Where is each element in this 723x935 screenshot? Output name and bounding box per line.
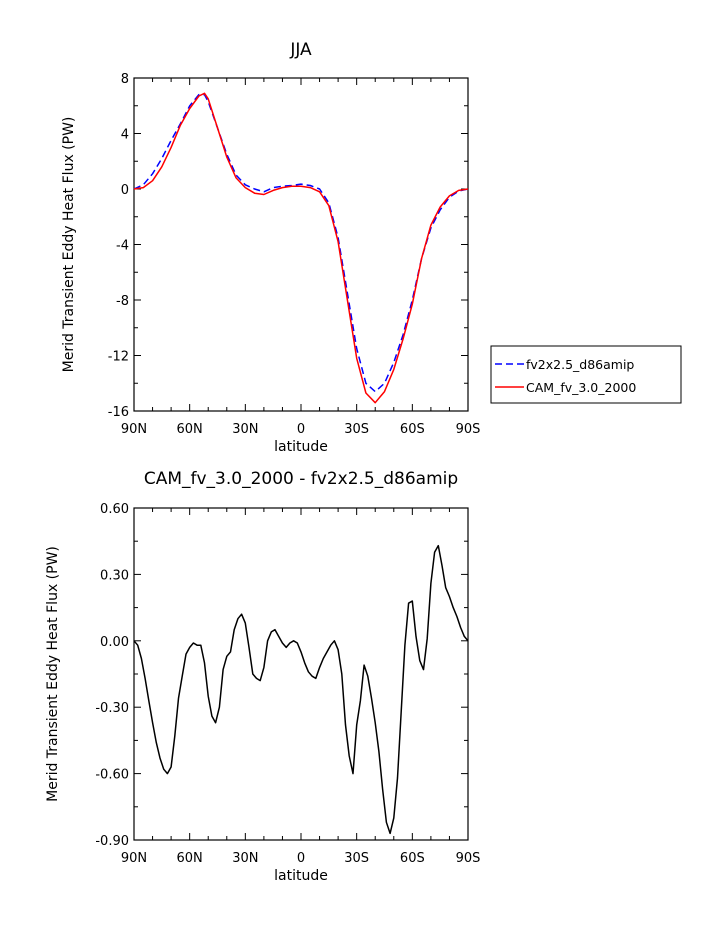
y-tick-label: 0.60: [100, 502, 129, 517]
y-tick-label: -16: [108, 405, 129, 420]
legend-box: [490, 345, 682, 404]
legend: fv2x2.5_d86amip CAM_fv_3.0_2000: [490, 345, 682, 404]
chart-title: JJA: [289, 40, 312, 60]
y-tick-label: 8: [121, 72, 129, 87]
chart-1: JJA 8 4 0 -4 -8 -12 -16 90N 60N 30N 0 30S 60S 90S latit…: [61, 40, 682, 455]
y-tick-label: -8: [116, 294, 129, 309]
x-tick-label: 90S: [456, 851, 481, 866]
x-axis-title: latitude: [274, 868, 328, 884]
y-axis-title: Merid Transient Eddy Heat Flux (PW): [61, 117, 77, 373]
y-tick-label: -0.30: [95, 701, 129, 716]
y-tick-label: -0.90: [95, 834, 129, 849]
y-tick-label: 0.30: [100, 568, 129, 583]
chart-2: CAM_fv_3.0_2000 - fv2x2.5_d86amip 0.60 0.3…: [45, 469, 480, 884]
plot-frame: [133, 507, 469, 841]
y-tick-label: 4: [121, 128, 129, 143]
x-tick-label: 30N: [232, 422, 258, 437]
y-axis-title: Merid Transient Eddy Heat Flux (PW): [45, 546, 61, 802]
x-tick-label: 90S: [456, 422, 481, 437]
legend-label: CAM_fv_3.0_2000: [526, 380, 636, 395]
x-tick-label: 30N: [232, 851, 258, 866]
y-tick-label: -4: [116, 239, 129, 254]
x-tick-label: 60N: [177, 851, 203, 866]
series-line-fv2x2.5_d86amip: [133, 93, 469, 393]
x-tick-label: 60S: [400, 851, 425, 866]
series-line-difference: [133, 544, 469, 835]
x-tick-label: 0: [297, 422, 305, 437]
series-line-CAM_fv_3.0_2000: [133, 92, 469, 404]
y-tick-label: -12: [108, 350, 129, 365]
y-tick-label: -0.60: [95, 768, 129, 783]
legend-label: fv2x2.5_d86amip: [526, 357, 634, 372]
y-tick-label: 0: [121, 183, 129, 198]
x-axis-title: latitude: [274, 439, 328, 455]
x-tick-label: 0: [297, 851, 305, 866]
x-tick-label: 30S: [344, 851, 369, 866]
x-tick-label: 90N: [121, 422, 147, 437]
y-tick-label: 0.00: [100, 635, 129, 650]
x-tick-label: 60N: [177, 422, 203, 437]
x-tick-label: 30S: [344, 422, 369, 437]
chart-title: CAM_fv_3.0_2000 - fv2x2.5_d86amip: [144, 469, 458, 489]
plot-frame: [133, 77, 469, 412]
x-tick-label: 60S: [400, 422, 425, 437]
x-tick-label: 90N: [121, 851, 147, 866]
